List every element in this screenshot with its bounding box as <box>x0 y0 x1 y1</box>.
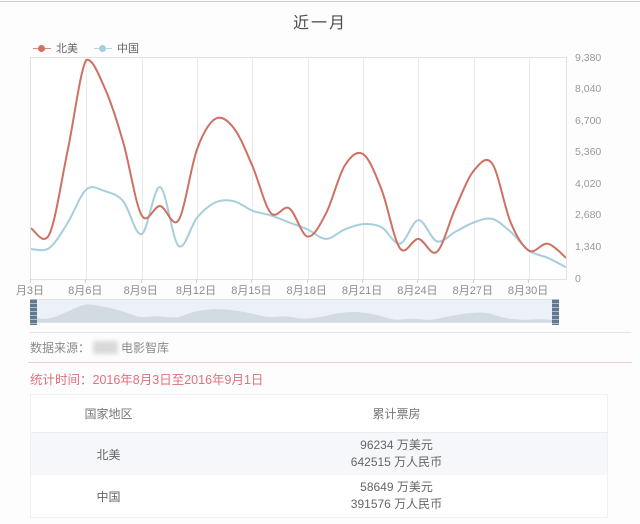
x-axis-tick-label: 8月21日 <box>341 285 383 297</box>
datazoom-right-handle[interactable] <box>552 299 559 325</box>
vertical-gridline <box>86 58 88 279</box>
chart-legend: 北美 中国 <box>33 40 139 56</box>
series-lines-svg <box>31 58 566 269</box>
series-line-north-america <box>31 58 566 259</box>
chart-title: 近一月 <box>292 15 347 32</box>
header-region: 国家地区 <box>84 407 133 421</box>
usd-value: 58649 万美元 <box>360 480 433 494</box>
x-axis-tick-label: 8月27日 <box>452 285 493 297</box>
legend-item-china[interactable]: 中国 <box>94 40 139 56</box>
series-line-china <box>31 186 566 269</box>
vertical-gridline <box>529 58 531 279</box>
x-axis-tick-label: 8月15日 <box>231 285 272 297</box>
y-axis-tick-label: 1,340 <box>575 240 602 253</box>
boxoffice-table: 国家地区 累计票房 北美 96234 万美元 642515 万人民币 中国 58… <box>30 394 608 518</box>
x-axis-tick <box>417 279 419 283</box>
x-axis-tick <box>528 279 530 283</box>
top-divider <box>0 1 640 2</box>
region-cell: 北美 <box>96 447 121 462</box>
table-row: 北美 96234 万美元 642515 万人民币 <box>31 433 607 475</box>
y-axis-tick-label: 8,040 <box>575 83 602 96</box>
x-axis-tick <box>472 279 474 283</box>
y-axis-tick-label: 2,680 <box>575 209 602 222</box>
legend-label: 北美 <box>56 43 78 55</box>
x-axis-tick <box>362 279 364 283</box>
legend-item-north-america[interactable]: 北美 <box>33 40 78 56</box>
table-row: 中国 58649 万美元 391576 万人民币 <box>31 475 607 517</box>
table-header-row: 国家地区 累计票房 <box>31 395 607 433</box>
header-boxoffice: 累计票房 <box>372 407 421 421</box>
line-chart-plot-area[interactable] <box>30 57 567 280</box>
x-axis-tick <box>30 279 31 283</box>
y-axis-tick-label: 4,020 <box>575 177 602 190</box>
datazoom-data-shadow <box>31 304 558 322</box>
stats-time-label: 统计时间：2016年8月3日至2016年9月1日 <box>30 373 264 387</box>
region-cell: 中国 <box>96 489 121 504</box>
y-axis-tick-label: 6,700 <box>575 114 602 127</box>
data-source-line: 数据来源： 电影智库 <box>30 339 169 356</box>
boxoffice-cell: 96234 万美元 642515 万人民币 <box>186 433 607 475</box>
x-axis-tick-label: 8月9日 <box>123 285 158 297</box>
cny-value: 391576 万人民币 <box>350 497 443 511</box>
x-axis-tick-label: 8月6日 <box>68 285 103 297</box>
x-axis-tick <box>306 279 308 283</box>
x-axis-tick-label: 8月30日 <box>507 285 549 297</box>
legend-label: 中国 <box>117 43 139 55</box>
cny-value: 642515 万人民币 <box>350 455 443 469</box>
x-axis-tick <box>251 279 253 283</box>
datazoom-slider[interactable] <box>30 299 559 325</box>
x-axis-tick <box>196 279 197 283</box>
vertical-gridline <box>197 58 198 279</box>
x-axis-tick-label: 8月18日 <box>286 285 327 297</box>
pink-divider <box>28 362 632 363</box>
vertical-gridline <box>363 58 365 279</box>
table-body: 北美 96234 万美元 642515 万人民币 中国 58649 万美元 39… <box>31 433 607 517</box>
boxoffice-cell: 58649 万美元 391576 万人民币 <box>186 475 607 517</box>
blurred-logo <box>93 341 119 354</box>
x-axis-tick <box>140 279 142 283</box>
y-axis-tick-label: 0 <box>575 272 581 285</box>
data-source-prefix: 数据来源： <box>30 341 91 355</box>
legend-line-dot-marker <box>33 44 51 53</box>
y-axis-tick-label: 5,360 <box>575 146 602 159</box>
datazoom-left-handle[interactable] <box>30 299 37 325</box>
vertical-gridline <box>307 58 309 279</box>
usd-value: 96234 万美元 <box>360 438 433 452</box>
vertical-gridline <box>418 58 420 279</box>
x-axis-tick <box>85 279 87 283</box>
x-axis-tick-label: 8月12日 <box>175 285 217 297</box>
x-axis-tick-label: 8月24日 <box>397 285 438 297</box>
vertical-gridline <box>141 58 143 279</box>
section-divider <box>30 332 631 333</box>
data-source-name: 电影智库 <box>121 341 170 355</box>
y-axis-tick-label: 9,380 <box>575 51 602 64</box>
legend-line-dot-marker <box>94 44 112 53</box>
x-axis-tick-label: 月3日 <box>15 285 45 297</box>
